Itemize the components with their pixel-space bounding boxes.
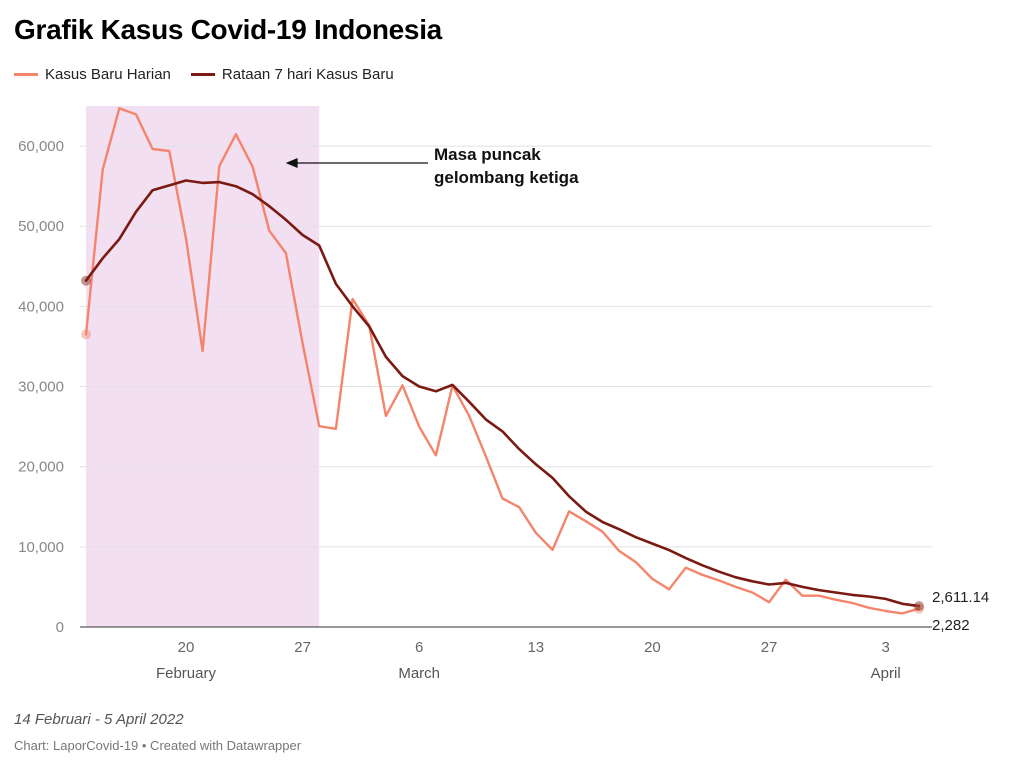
x-tick-label: 27 [761,639,778,656]
start-point-daily [81,329,91,340]
x-tick-label: 27 [294,639,311,656]
y-tick-label: 0 [56,619,64,636]
line-chart: 0 10,000 20,000 30,000 40,000 50,000 60,000 20… [18,106,989,682]
end-point-average [914,601,924,612]
chart-credit: Chart: LaporCovid-19 • Created with Data… [14,738,302,753]
y-tick-label: 50,000 [18,218,64,235]
annotation-text: gelombang ketiga [434,168,579,187]
annotation-arrow-head [285,158,298,168]
end-point-daily [914,603,924,614]
legend-swatch-daily [14,73,38,76]
end-label-daily: 2,282 [932,617,970,634]
series-line-daily [84,107,921,615]
x-tick-label: 3 [882,639,890,656]
end-label-average: 2,611.14 [932,589,989,606]
x-tick-label: 20 [178,639,195,656]
x-month-label: February [156,665,217,682]
y-tick-label: 20,000 [18,459,64,476]
peak-highlight-band [86,106,320,627]
legend-item-daily: Kasus Baru Harian [14,66,171,83]
legend-label-average: Rataan 7 hari Kasus Baru [221,66,394,83]
series-line-average [84,179,921,608]
x-month-label: April [871,665,901,682]
legend: Kasus Baru Harian Rataan 7 hari Kasus Ba… [14,66,394,83]
y-tick-label: 10,000 [18,539,64,556]
x-tick-label: 6 [415,639,423,656]
legend-swatch-average [190,73,215,76]
x-tick-label: 20 [644,639,661,656]
annotation-text: Masa puncak [434,145,541,164]
x-tick-label: 13 [527,639,544,656]
x-month-label: March [398,665,440,682]
y-tick-label: 60,000 [18,138,64,155]
legend-label-daily: Kasus Baru Harian [45,66,171,83]
legend-item-average: Rataan 7 hari Kasus Baru [190,66,394,83]
date-range-note: 14 Februari - 5 April 2022 [14,711,184,728]
chart-title: Grafik Kasus Covid-19 Indonesia [14,14,442,45]
start-point-average [81,275,91,286]
y-tick-label: 40,000 [18,298,64,315]
y-tick-label: 30,000 [18,379,64,396]
